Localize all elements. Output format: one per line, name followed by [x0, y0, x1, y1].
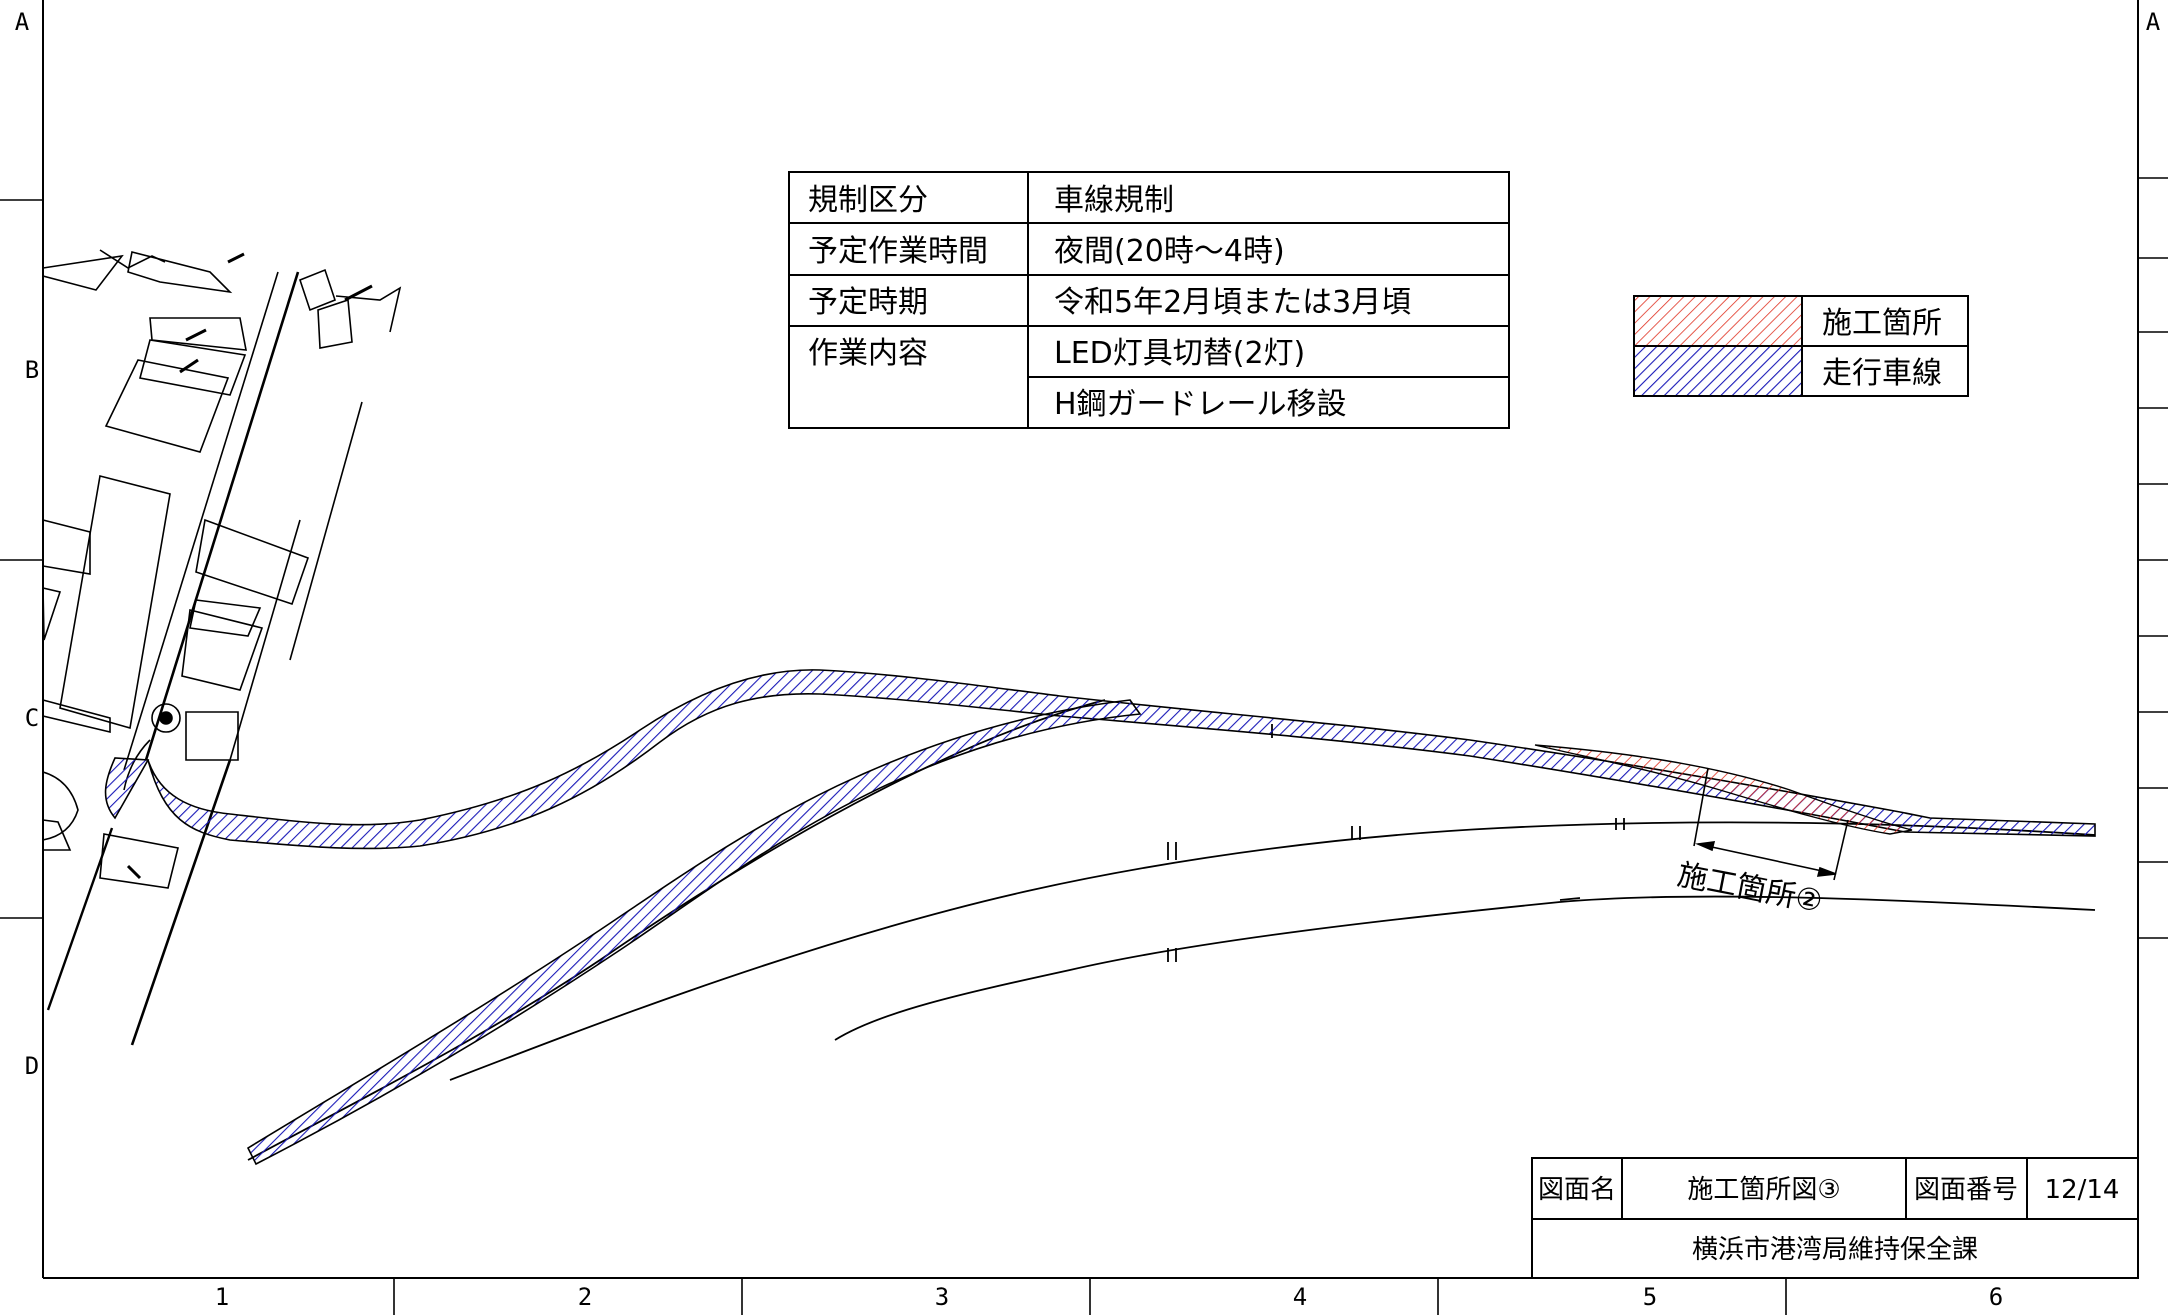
info-key-period: 予定時期 — [808, 285, 928, 320]
col-label-4: 4 — [1293, 1283, 1307, 1311]
legend-label-construction: 施工箇所 — [1822, 306, 1942, 341]
col-label-1: 1 — [215, 1283, 229, 1311]
col-label-2: 2 — [578, 1283, 592, 1311]
title-department: 横浜市港湾局維持保全課 — [1692, 1235, 1978, 1265]
title-name-label: 図面名 — [1538, 1175, 1616, 1205]
annotation-dimension — [1693, 767, 1849, 881]
info-value-work-2: H鋼ガードレール移設 — [1054, 387, 1347, 422]
legend-label-travel-lane: 走行車線 — [1822, 356, 1942, 391]
row-label-b: B — [25, 356, 39, 384]
title-number-value: 12/14 — [2045, 1175, 2120, 1205]
legend: 施工箇所 走行車線 — [1633, 295, 1969, 397]
legend-swatch-travel-lane — [1633, 345, 1803, 397]
row-label-c: C — [25, 704, 39, 732]
row-label-a-right: A — [2146, 8, 2161, 36]
col-label-3: 3 — [935, 1283, 949, 1311]
left-site-plan — [42, 249, 402, 1046]
travel-lane-hatch — [104, 669, 2096, 1166]
col-label-6: 6 — [1989, 1283, 2003, 1311]
info-key-regulation: 規制区分 — [808, 183, 928, 218]
info-value-hours: 夜間(20時～4時) — [1054, 234, 1285, 269]
info-key-work: 作業内容 — [808, 336, 928, 371]
frame-ticks — [0, 177, 2168, 1315]
info-value-work-1: LED灯具切替(2灯) — [1054, 336, 1305, 371]
info-key-hours: 予定作業時間 — [808, 234, 988, 269]
title-number-label: 図面番号 — [1914, 1175, 2018, 1205]
info-table: 規制区分 車線規制 予定作業時間 夜間(20時～4時) 予定時期 令和5年2月頃… — [788, 171, 1510, 429]
info-value-regulation: 車線規制 — [1054, 183, 1174, 218]
frame-labels: A B C D A 1 2 3 4 5 6 — [15, 8, 2161, 1311]
row-label-d: D — [25, 1052, 39, 1080]
title-block: 図面名 施工箇所図③ 図面番号 12/14 横浜市港湾局維持保全課 — [1531, 1157, 2139, 1279]
construction-area-hatch — [1534, 744, 1913, 835]
col-label-5: 5 — [1643, 1283, 1657, 1311]
info-value-period: 令和5年2月頃または3月頃 — [1054, 285, 1411, 320]
legend-swatch-construction — [1633, 295, 1803, 347]
road-lines — [247, 699, 2096, 1161]
title-name-value: 施工箇所図③ — [1687, 1175, 1840, 1205]
row-label-a: A — [15, 8, 30, 36]
